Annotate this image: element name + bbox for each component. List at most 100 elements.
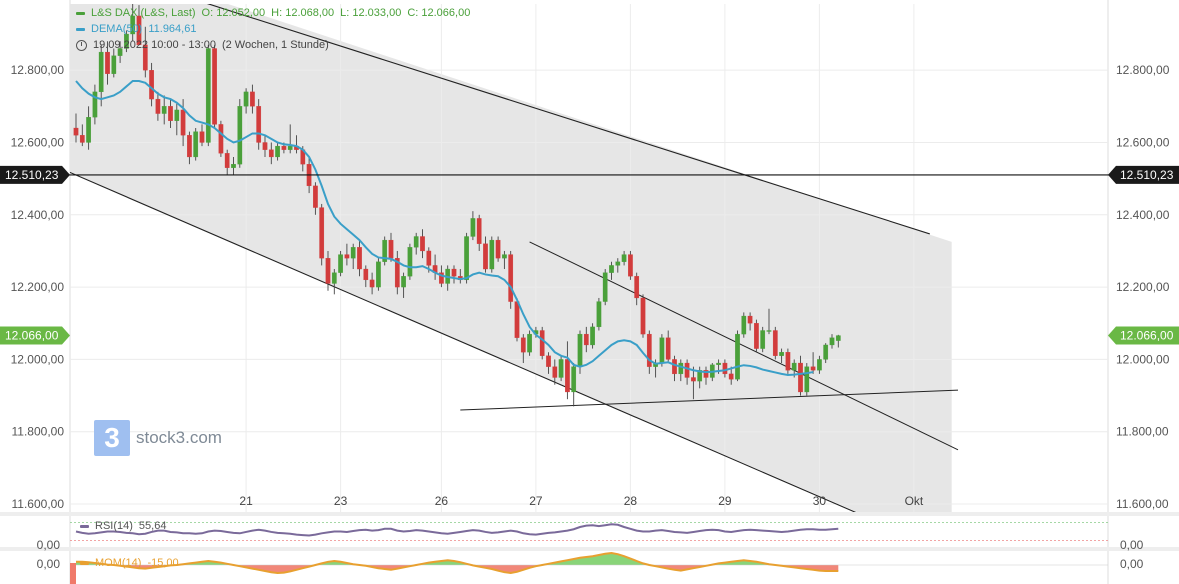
candle (161, 95, 167, 125)
candle (331, 269, 337, 295)
candle-body (754, 323, 759, 349)
candle-body (130, 15, 136, 35)
candle (722, 359, 728, 378)
candle-body (250, 91, 255, 107)
mom-axis-label-right: 0,00 (1120, 557, 1144, 571)
legend-close: C: 12.066,00 (407, 7, 471, 19)
candle (313, 182, 318, 215)
candle-body (539, 330, 545, 356)
dema-line (75, 80, 814, 376)
candle-body (142, 44, 148, 71)
candle (659, 334, 665, 367)
panel-separator (0, 547, 1179, 551)
y-tick-label-left: 11.800,00 (12, 425, 65, 439)
candle-body (791, 362, 797, 371)
mom-legend: MOM(14) -15,00 (80, 557, 179, 569)
candle (199, 124, 205, 147)
candle-body (829, 337, 835, 346)
y-tick-label-left: 12.200,00 (11, 280, 65, 294)
candle (571, 363, 577, 407)
candle-body (520, 337, 526, 353)
candle (338, 250, 343, 277)
legend-period-range[interactable]: (2 Wochen, 1 Stunde) (221, 39, 329, 51)
last-price-tag-right-text: 12.066,00 (1120, 329, 1174, 343)
candle-body (281, 145, 287, 150)
candle-body (785, 352, 791, 371)
candle-body (590, 326, 595, 346)
candle (105, 41, 110, 85)
candle-body (388, 239, 394, 259)
candle (325, 250, 331, 291)
last-price-tag-left: 12.066,00 (0, 326, 70, 345)
rsi-label[interactable]: RSI(14) (95, 520, 133, 532)
mom-value: -15,00 (147, 557, 179, 569)
series-swatch-mom (80, 561, 89, 565)
mom-axis-label-left: 0,00 (37, 557, 61, 571)
legend-ohlc: L&S DAX (L&S, Last) O: 12.052,00 H: 12.0… (76, 7, 470, 19)
candle (124, 30, 129, 53)
candle (344, 243, 350, 266)
candle-body (86, 117, 91, 143)
candle (268, 142, 274, 165)
candle (684, 359, 690, 385)
candle (817, 355, 822, 374)
candle (218, 120, 224, 157)
candle (130, 4, 136, 42)
candle-body (344, 254, 350, 259)
candle-body (331, 272, 337, 284)
candle (747, 312, 753, 331)
candle (168, 99, 173, 129)
candle (111, 48, 117, 78)
rsi-axis-label-right: 0,00 (1120, 538, 1144, 552)
candle (835, 334, 841, 348)
candle (741, 312, 747, 338)
y-tick-label-right: 12.600,00 (1116, 135, 1170, 149)
x-tick-label: 30 (813, 494, 827, 508)
candle (212, 44, 217, 129)
candle (155, 91, 161, 121)
candle (634, 272, 640, 306)
candle-body (426, 250, 432, 266)
candle (508, 250, 514, 309)
mom-label[interactable]: MOM(14) (95, 557, 142, 569)
candle-body (810, 366, 816, 371)
candle (609, 261, 614, 280)
legend-dema-label[interactable]: DEMA(50) (91, 23, 143, 35)
candle-body (735, 333, 740, 380)
candle (804, 363, 810, 396)
last-price-tag-left-shape (0, 326, 70, 345)
candle (407, 243, 413, 280)
channel-upper-line (206, 4, 930, 235)
candle-body (672, 359, 677, 375)
candle-body (262, 142, 268, 150)
series-swatch-rsi (80, 524, 89, 528)
candle (565, 341, 570, 400)
candle-body (338, 254, 343, 273)
candle-body (149, 70, 154, 100)
candle (546, 352, 551, 374)
candle (798, 355, 803, 396)
rsi-legend: RSI(14) 55,64 (80, 520, 166, 532)
candle (376, 258, 381, 291)
candle (357, 240, 362, 277)
candle-body (394, 258, 400, 288)
y-tick-label-right: 12.400,00 (1116, 208, 1170, 222)
candle-body (817, 359, 822, 371)
candle (237, 99, 243, 168)
candle-body (193, 131, 199, 158)
candle-body (92, 91, 98, 118)
candle-body (476, 218, 482, 244)
candle-body (382, 239, 388, 262)
candle-body (665, 337, 671, 360)
candle (117, 41, 123, 63)
legend-high: H: 12.068,00 (271, 7, 335, 19)
candle-body (464, 236, 469, 281)
y-tick-label-left: 12.400,00 (11, 208, 65, 222)
plot-layer (70, 4, 1108, 512)
candle-body (728, 373, 734, 380)
legend-instrument[interactable]: L&S DAX (L&S, Last) (91, 7, 196, 19)
candle-body (111, 55, 117, 74)
panel-separator (0, 512, 1179, 516)
candle-body (596, 301, 602, 328)
